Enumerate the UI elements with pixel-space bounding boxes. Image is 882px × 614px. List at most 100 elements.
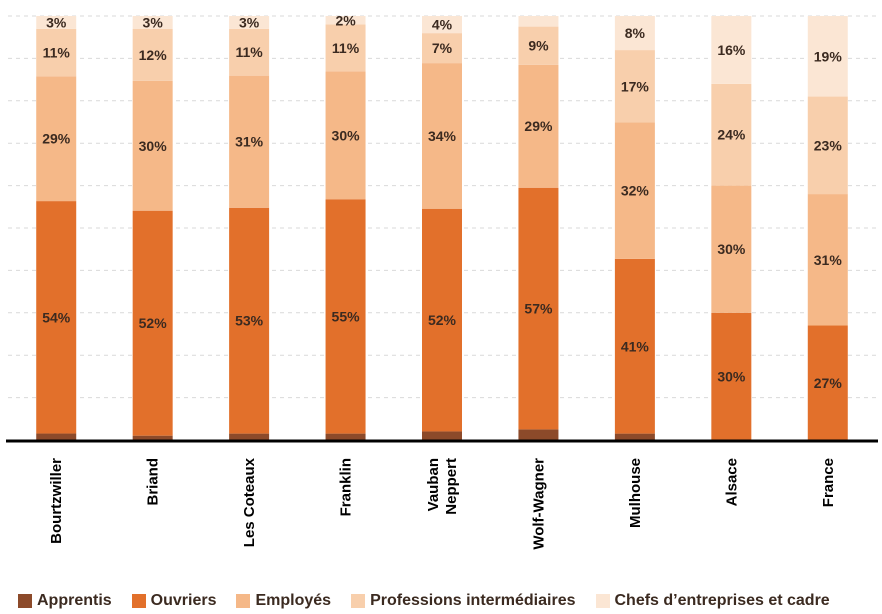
bar-segment (422, 16, 462, 34)
legend-item: Apprentis (18, 592, 112, 610)
data-label: 19% (814, 48, 843, 64)
data-label: 29% (524, 118, 553, 134)
legend-item: Chefs d’entreprises et cadre (595, 592, 830, 610)
bar-segment (229, 75, 270, 208)
data-label: 53% (235, 313, 264, 329)
category-label: Briand (145, 458, 162, 506)
data-label: 9% (528, 38, 549, 54)
bar-segment (132, 16, 173, 29)
bar-segment (325, 71, 366, 200)
bar-segment (36, 28, 77, 77)
data-labels: 54% 29% 11% 3% 52% 30% 12% 3% 53% 31% 11% 3% 55% 30% 1… (42, 12, 842, 390)
legend-label: Employés (255, 592, 332, 609)
legend-item: Ouvriers (131, 592, 217, 610)
bar-segment (325, 433, 366, 440)
bar-segment (807, 325, 848, 440)
data-label: 41% (621, 338, 650, 354)
category-label: Mulhouse (627, 458, 644, 528)
data-label: 12% (139, 47, 168, 63)
legend-label: Professions intermédiaires (370, 592, 576, 609)
category-label: France (820, 458, 837, 507)
bar-segment (518, 429, 559, 440)
bar-segment (422, 431, 462, 440)
bar-segment (422, 208, 462, 432)
bar-segment (518, 26, 559, 65)
legend-swatch (18, 594, 32, 608)
data-label: 24% (717, 127, 746, 143)
bar-segment (614, 122, 655, 259)
bars (36, 16, 848, 440)
data-label: 2% (335, 12, 356, 28)
data-label: 30% (332, 127, 361, 143)
data-label: 4% (432, 17, 453, 33)
data-label: 11% (235, 44, 263, 60)
bar-segment (614, 258, 655, 434)
data-label: 23% (814, 137, 843, 153)
bar-segment (711, 16, 752, 84)
bar-segment (614, 433, 655, 440)
bar-segment (518, 16, 559, 27)
legend-label: Chefs d’entreprises et cadre (614, 592, 830, 609)
data-label: 52% (139, 315, 168, 331)
legend-swatch (131, 594, 146, 608)
bar-segment (518, 187, 559, 430)
bar-segment (422, 33, 462, 64)
data-label: 11% (332, 40, 360, 56)
legend-label: Apprentis (37, 592, 112, 609)
data-label: 27% (814, 375, 843, 391)
bar-segment (229, 16, 270, 29)
data-label: 7% (432, 40, 453, 56)
bar-segment (422, 63, 462, 209)
bar-segment (132, 28, 173, 81)
legend-label: Ouvriers (150, 592, 217, 609)
bar-segment (614, 50, 655, 123)
category-label: Alsace (723, 458, 740, 506)
bar-segment (518, 64, 559, 188)
bar-segment (229, 207, 270, 434)
data-label: 16% (717, 42, 746, 58)
category-labels: Bourtzwiller Briand Les Coteaux Franklin Vau… (48, 457, 837, 549)
category-label: VaubanNeppert (425, 458, 460, 515)
category-label: Wolf-Wagner (530, 458, 547, 550)
data-label: 32% (621, 183, 650, 199)
category-label: Franklin (338, 458, 355, 516)
bar-segment (229, 28, 270, 76)
bar-segment (36, 201, 77, 434)
bar-segment (325, 16, 366, 25)
data-label: 3% (46, 14, 67, 30)
data-label: 3% (239, 14, 260, 30)
legend-swatch (351, 594, 366, 608)
bar-segment (132, 435, 173, 440)
data-label: 52% (428, 312, 457, 328)
legend-swatch (236, 594, 251, 608)
data-label: 55% (332, 308, 361, 324)
data-label: 11% (43, 45, 71, 61)
category-label: Bourtzwiller (48, 458, 65, 544)
bar-segment (229, 433, 270, 440)
data-label: 30% (139, 138, 168, 154)
legend-swatch (595, 594, 610, 608)
bar-segment (807, 96, 848, 195)
bar-segment (807, 194, 848, 326)
data-label: 31% (235, 134, 264, 150)
legend-item: Employés (236, 592, 331, 610)
data-label: 8% (625, 25, 646, 41)
bar-segment (36, 16, 77, 29)
bar-segment (132, 210, 173, 436)
bar-segment (807, 16, 848, 97)
data-label: 30% (717, 241, 746, 257)
bar-segment (36, 433, 77, 440)
category-label: Les Coteaux (241, 457, 258, 547)
data-label: 29% (42, 131, 71, 147)
bar-segment (132, 80, 173, 211)
data-label: 34% (428, 128, 457, 144)
bar-segment (711, 185, 752, 313)
data-label: 17% (621, 78, 650, 94)
data-label: 31% (814, 252, 843, 268)
data-label: 3% (143, 14, 164, 30)
bar-segment (325, 24, 366, 72)
data-label: 57% (524, 301, 553, 317)
data-label: 54% (42, 309, 71, 325)
bar-segment (711, 83, 752, 186)
